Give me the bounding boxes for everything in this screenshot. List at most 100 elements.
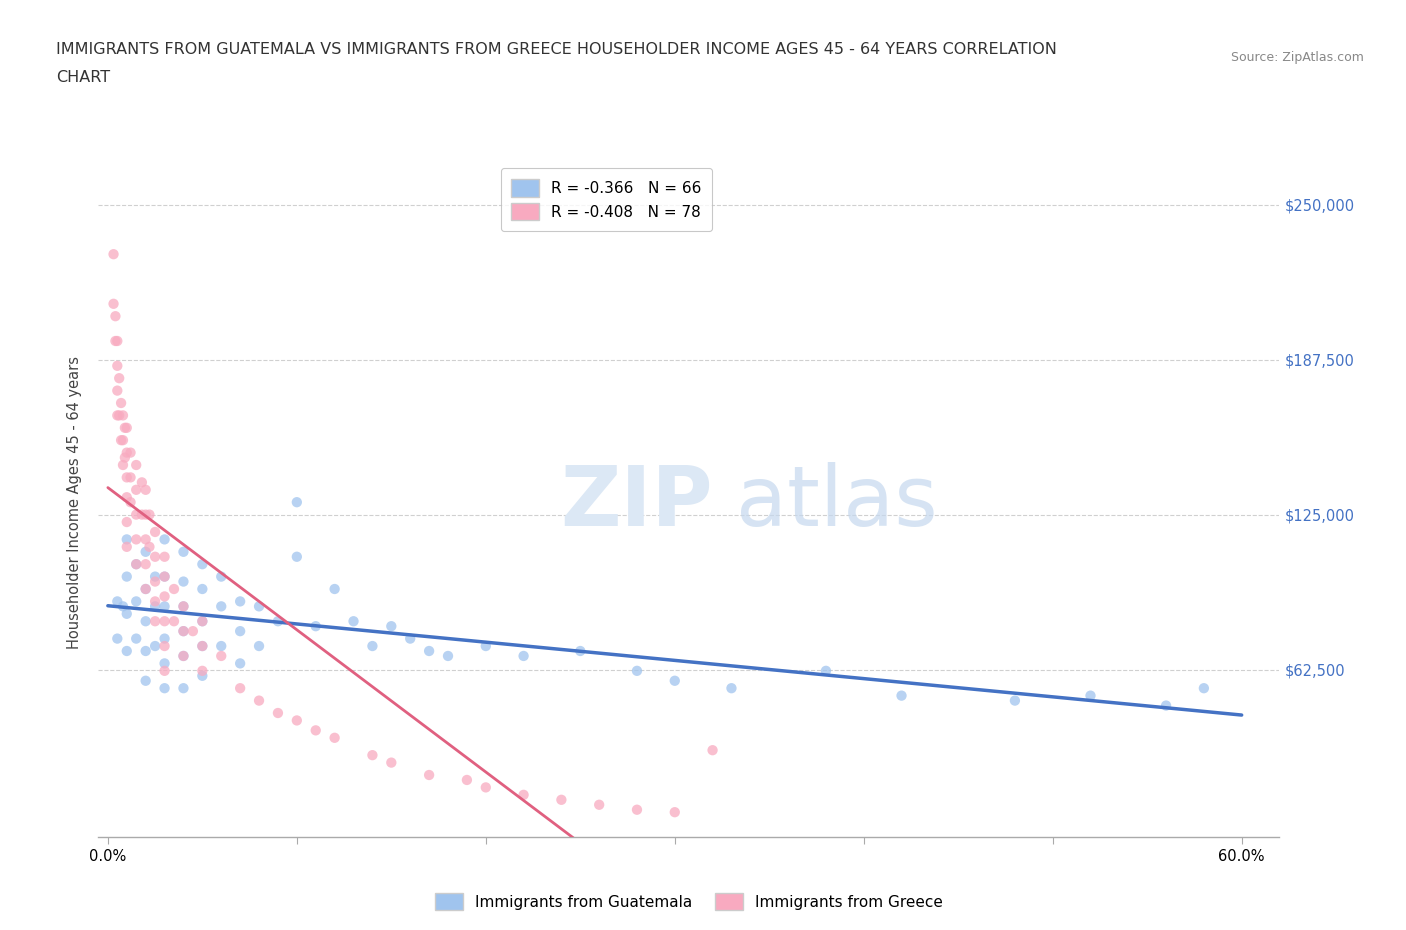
Point [569, 644, 592, 658]
Point [475, 780, 498, 795]
Point [191, 639, 214, 654]
Point [143, 614, 166, 629]
Point [153, 631, 176, 646]
Point [111, 432, 134, 447]
Point [191, 639, 214, 654]
Point [138, 507, 160, 522]
Point [342, 614, 364, 629]
Point [153, 663, 176, 678]
Point [115, 606, 138, 621]
Point [1192, 681, 1215, 696]
Point [125, 557, 148, 572]
Point [153, 681, 176, 696]
Point [143, 569, 166, 584]
Point [115, 445, 138, 460]
Point [153, 656, 176, 671]
Point [105, 408, 128, 423]
Point [475, 639, 498, 654]
Point [437, 648, 460, 663]
Point [267, 706, 290, 721]
Point [153, 550, 176, 565]
Point [664, 804, 686, 819]
Point [172, 624, 194, 639]
Point [418, 644, 440, 658]
Point [105, 594, 128, 609]
Point [209, 599, 232, 614]
Point [323, 730, 346, 745]
Point [105, 383, 128, 398]
Point [305, 618, 328, 633]
Point [131, 475, 153, 490]
Point [120, 445, 142, 460]
Point [143, 550, 166, 565]
Point [191, 663, 214, 678]
Point [143, 639, 166, 654]
Point [125, 507, 148, 522]
Point [1080, 688, 1102, 703]
Point [588, 797, 610, 812]
Point [163, 614, 186, 629]
Point [135, 557, 157, 572]
Point [105, 358, 128, 373]
Point [115, 514, 138, 529]
Point [125, 557, 148, 572]
Text: ZIP: ZIP [560, 461, 713, 543]
Point [285, 713, 308, 728]
Point [153, 532, 176, 547]
Point [135, 614, 157, 629]
Point [285, 550, 308, 565]
Point [135, 532, 157, 547]
Point [702, 743, 724, 758]
Point [305, 723, 328, 737]
Point [143, 525, 166, 539]
Point [418, 767, 440, 782]
Point [172, 544, 194, 559]
Point [103, 246, 125, 261]
Point [172, 648, 194, 663]
Point [247, 693, 270, 708]
Point [191, 614, 214, 629]
Point [512, 648, 534, 663]
Point [143, 574, 166, 589]
Point [104, 334, 127, 349]
Point [247, 639, 270, 654]
Point [172, 599, 194, 614]
Point [1154, 698, 1177, 713]
Point [105, 334, 128, 349]
Point [456, 773, 478, 788]
Point [361, 639, 384, 654]
Point [115, 420, 138, 435]
Point [135, 644, 157, 658]
Point [115, 470, 138, 485]
Point [103, 297, 125, 312]
Point [399, 631, 422, 646]
Text: atlas: atlas [737, 461, 938, 543]
Point [131, 507, 153, 522]
Point [626, 663, 648, 678]
Point [153, 589, 176, 604]
Point [229, 656, 252, 671]
Point [153, 569, 176, 584]
Point [110, 395, 132, 410]
Point [172, 599, 194, 614]
Point [143, 599, 166, 614]
Point [191, 669, 214, 684]
Point [229, 624, 252, 639]
Point [890, 688, 912, 703]
Point [209, 639, 232, 654]
Point [512, 788, 534, 803]
Point [111, 408, 134, 423]
Point [135, 507, 157, 522]
Point [153, 614, 176, 629]
Point [108, 371, 131, 386]
Point [323, 581, 346, 596]
Point [115, 490, 138, 505]
Point [720, 681, 742, 696]
Point [172, 681, 194, 696]
Point [111, 458, 134, 472]
Point [267, 614, 290, 629]
Point [135, 544, 157, 559]
Point [153, 569, 176, 584]
Point [115, 569, 138, 584]
Point [138, 539, 160, 554]
